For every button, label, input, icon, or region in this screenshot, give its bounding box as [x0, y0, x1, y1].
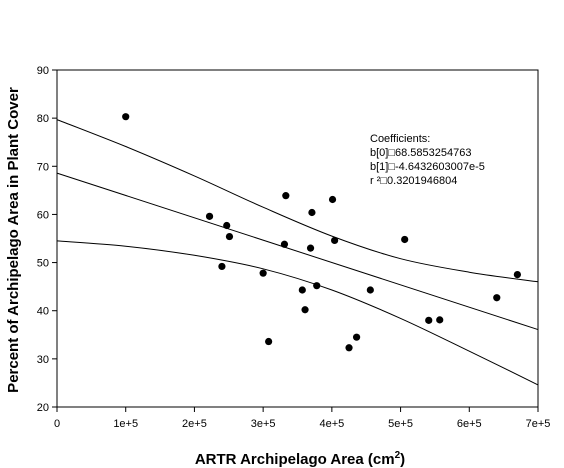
- data-point: [401, 235, 409, 244]
- data-point: [308, 208, 316, 217]
- data-point: [225, 232, 234, 241]
- annotation-line: b[1]□-4.6432603007e-5: [370, 161, 485, 173]
- y-tick-label: 50: [37, 258, 49, 270]
- x-axis-label: ARTR Archipelago Area (cm2): [195, 450, 405, 468]
- x-tick-label: 5e+5: [388, 418, 413, 430]
- data-point: [313, 282, 321, 290]
- y-tick-label: 20: [37, 402, 49, 414]
- data-point: [345, 344, 353, 352]
- data-point: [282, 192, 290, 200]
- plot-frame: [56, 69, 539, 408]
- data-point: [218, 262, 226, 271]
- data-point: [301, 306, 309, 314]
- annotation-line: b[0]□68.5853254763: [370, 147, 471, 159]
- x-tick-label: 3e+5: [251, 418, 276, 430]
- y-axis: 20 30 40 50 60 70 80 90: [37, 65, 57, 414]
- data-point: [513, 271, 521, 279]
- y-tick-label: 40: [37, 306, 49, 318]
- x-tick-label: 6e+5: [457, 418, 482, 430]
- data-point: [493, 294, 501, 302]
- x-tick-label: 7e+5: [526, 418, 551, 430]
- x-tick-label: 4e+5: [319, 418, 344, 430]
- x-tick-label: 2e+5: [182, 418, 207, 430]
- data-point: [352, 333, 361, 341]
- data-point: [223, 221, 231, 230]
- data-point: [259, 269, 267, 277]
- x-axis: 0 1e+5 2e+5 3e+5 4e+5 5e+5 6e+5 7e+5: [54, 407, 550, 430]
- data-point: [265, 337, 273, 346]
- confidence-band-lower: [56, 240, 539, 386]
- x-tick-label: 1e+5: [113, 418, 138, 430]
- y-tick-label: 90: [37, 65, 49, 77]
- y-tick-label: 60: [37, 209, 49, 221]
- y-axis-label: Percent of Archipelago Area in Plant Cov…: [5, 87, 22, 393]
- data-point: [205, 212, 214, 220]
- annotation-line: r ²□0.3201946804: [370, 175, 457, 187]
- data-point: [366, 286, 374, 294]
- data-point: [306, 244, 315, 252]
- data-point: [122, 113, 130, 121]
- regression-line: [56, 172, 539, 331]
- data-point: [425, 316, 433, 324]
- annotation-line: Coefficients:: [370, 133, 430, 145]
- data-point: [280, 240, 289, 248]
- data-point: [436, 316, 444, 324]
- coefficients-annotation: Coefficients: b[0]□68.5853254763 b[1]□-4.6…: [370, 133, 485, 187]
- x-tick-label: 0: [54, 418, 60, 430]
- y-tick-label: 30: [37, 354, 49, 366]
- data-point: [298, 286, 306, 294]
- y-tick-label: 70: [37, 161, 49, 173]
- confidence-band-upper: [56, 119, 539, 283]
- data-point: [331, 236, 339, 245]
- y-tick-label: 80: [37, 113, 49, 125]
- plot-area: [56, 69, 539, 408]
- data-point: [328, 195, 337, 204]
